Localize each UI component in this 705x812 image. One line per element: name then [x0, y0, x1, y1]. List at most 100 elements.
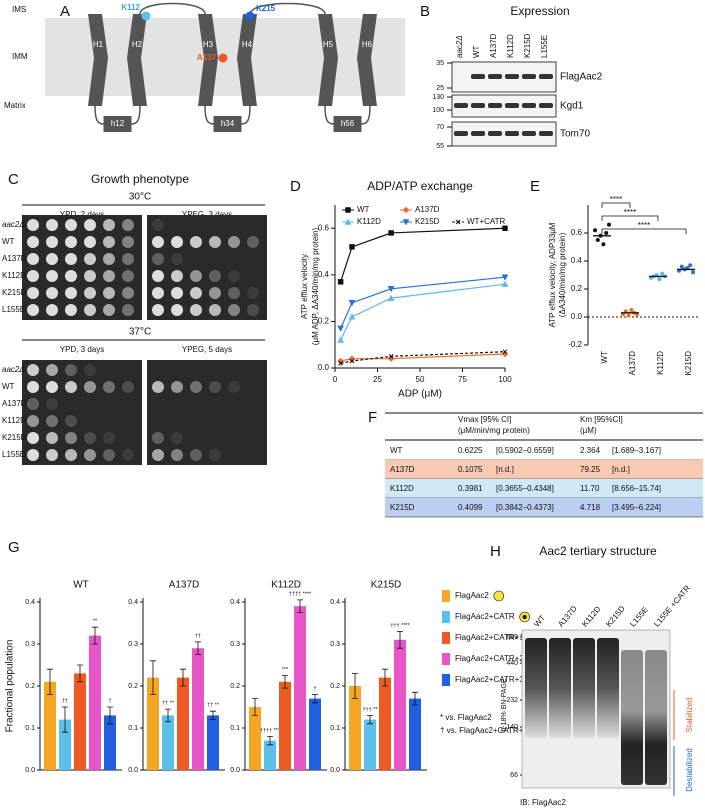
table-cell: [1.689–3.167] [612, 446, 661, 455]
data-point [502, 225, 508, 232]
spot [122, 304, 134, 316]
legend-label: FlagAac2 [455, 591, 489, 600]
x-tick-label: 100 [498, 375, 512, 384]
destabilized-label: Destabilized [685, 748, 694, 792]
spot [46, 219, 58, 231]
panel-letter: D [290, 178, 301, 195]
spot [46, 253, 58, 265]
table-cell: [n.d.] [496, 465, 514, 474]
table-cell: WT [390, 446, 403, 455]
spot [122, 219, 134, 231]
band [454, 103, 468, 108]
band [471, 131, 485, 136]
strain-label: A137D [2, 399, 27, 408]
significance-label: † [313, 686, 316, 692]
spot [122, 253, 134, 265]
series-line [340, 351, 506, 364]
helix-label: H5 [323, 40, 334, 49]
strain-label: A137D [2, 254, 27, 263]
spot [65, 449, 77, 461]
error-bar [412, 691, 418, 706]
error-bar [150, 660, 156, 695]
spot [209, 449, 221, 461]
y-axis-label: Fractional population [5, 640, 16, 733]
legend-label: FlagAac2+CATR+3CL [455, 675, 535, 684]
y-tick-label: 0.2 [128, 683, 138, 690]
data-point [502, 349, 508, 355]
legend-label: FlagAac2+CATR+2CL [455, 654, 535, 663]
mw-marker: 140 [506, 724, 518, 731]
gel-smear [621, 650, 643, 785]
bar [294, 606, 306, 770]
band [488, 131, 502, 136]
table-row [385, 460, 703, 479]
bar [309, 698, 321, 770]
x-tick-label: WT [600, 351, 609, 364]
bar [74, 673, 86, 770]
spot [65, 236, 77, 248]
significance-bracket [601, 228, 687, 234]
panel-title: K112D [271, 580, 301, 591]
strain-label: K112D [2, 416, 26, 425]
strain-label: aac2Δ [2, 365, 25, 374]
spot [171, 270, 183, 282]
y-tick-label: 0.1 [230, 725, 240, 732]
legend-marker [402, 219, 410, 226]
legend-swatch [442, 611, 450, 623]
spot [27, 270, 39, 282]
bar [409, 698, 421, 770]
helix [357, 14, 377, 106]
y-tick-label: 0.0 [330, 767, 340, 774]
bar [349, 686, 361, 770]
spot [103, 381, 115, 393]
significance-bracket [601, 202, 631, 208]
spot [152, 253, 164, 265]
region-label: IMM [12, 52, 28, 61]
data-point [501, 280, 509, 287]
residue-dot [218, 53, 228, 63]
legend-label: K215D [415, 217, 440, 226]
strain-label: L155E [2, 450, 25, 459]
loop-box [333, 116, 362, 132]
spot [209, 287, 221, 299]
data-point [691, 270, 695, 275]
temperature-label: 30°C [129, 192, 151, 203]
data-point [604, 231, 609, 235]
lane-label: A137D [489, 33, 498, 58]
mw-marker: 25 [436, 85, 444, 92]
helix-label: H3 [203, 40, 214, 49]
spot [84, 364, 96, 376]
series-line [340, 227, 506, 283]
table-cell: 0.3981 [458, 484, 483, 493]
spot [152, 219, 164, 231]
table-cell: K215D [390, 503, 415, 512]
spot [190, 270, 202, 282]
y-axis-label: (ΔA340/min/mg protein) [558, 232, 567, 317]
y-tick-label: 0.2 [571, 284, 583, 293]
residue-label: A137 [197, 53, 217, 62]
error-bar [195, 641, 201, 655]
data-point [337, 279, 344, 285]
legend-marker [345, 207, 351, 213]
significance-label: **** [624, 208, 636, 217]
x-tick-label: K215D [684, 351, 693, 376]
legend-marker [344, 218, 352, 225]
spot [171, 432, 183, 444]
spot [190, 287, 202, 299]
significance-label: ††† **** [390, 623, 410, 629]
table-header: (μM/min/mg protein) [458, 426, 530, 435]
spot [209, 381, 221, 393]
error-bar [77, 664, 83, 683]
significance-label: ** [93, 619, 98, 625]
spot [103, 304, 115, 316]
spot [27, 449, 39, 461]
error-bar [267, 736, 273, 746]
panel-title: Aac2 tertiary structure [539, 544, 657, 558]
data-point [595, 238, 600, 242]
y-tick-label: 0.0 [25, 767, 35, 774]
significance-label: †††† *** [260, 728, 281, 734]
spot [152, 287, 164, 299]
blot-label: Tom70 [560, 129, 590, 140]
spot [228, 236, 240, 248]
